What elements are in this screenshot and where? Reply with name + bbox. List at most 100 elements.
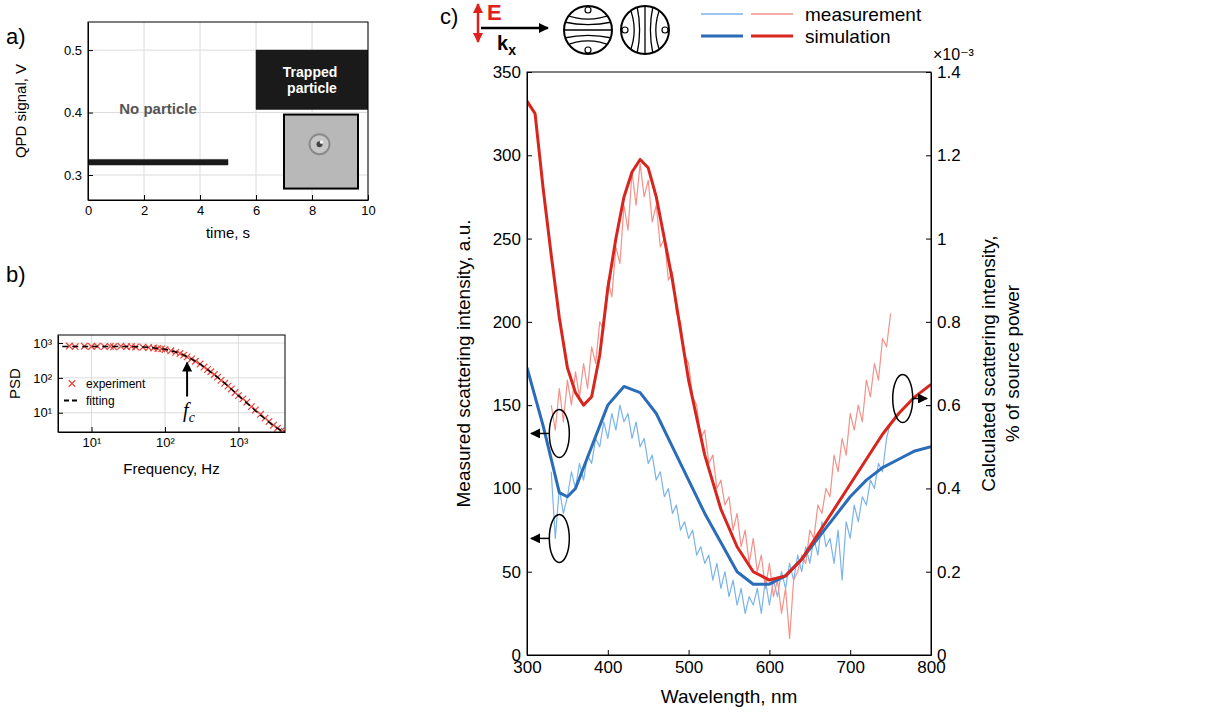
tick: 0 xyxy=(512,646,532,665)
tick: 1.2 xyxy=(926,146,961,165)
tick-mark xyxy=(608,650,609,655)
tick-label: 0 xyxy=(512,646,521,665)
grid-line xyxy=(58,343,285,344)
tick-mark xyxy=(926,655,931,656)
tick-mark xyxy=(88,113,93,114)
y-axis-title: QPD signal, V xyxy=(12,64,29,158)
tick-label: 500 xyxy=(675,658,703,677)
mode-icon xyxy=(564,6,612,54)
y-axis-title: PSD xyxy=(6,368,23,399)
legend-key xyxy=(69,380,76,387)
mode-line xyxy=(564,41,612,46)
tick: 0.4 xyxy=(926,479,961,498)
data-point xyxy=(281,428,285,432)
x-axis: 300400500600700800 xyxy=(513,650,945,677)
tick-mark xyxy=(256,195,257,200)
tick-label: 0.5 xyxy=(64,43,82,58)
tick: 300 xyxy=(493,146,532,165)
tick-label: 10³ xyxy=(230,435,249,450)
pointer-ellipse xyxy=(549,409,569,457)
mode-line xyxy=(629,6,634,54)
tick-label: 0.8 xyxy=(937,313,961,332)
plot-data xyxy=(62,343,285,432)
field-label: E xyxy=(487,0,502,25)
tick: 1 xyxy=(926,230,946,249)
tick-mark xyxy=(58,413,63,414)
legend-key xyxy=(64,400,80,402)
tick: 0.2 xyxy=(926,563,961,582)
tick: 10² xyxy=(33,371,63,386)
figure: a)02468100.30.40.5time, sQPD signal, VNo… xyxy=(0,0,1213,724)
wavevector-label: kx xyxy=(497,32,516,58)
tick: 100 xyxy=(493,479,532,498)
mode-line xyxy=(585,7,591,13)
tick-mark xyxy=(312,195,313,200)
polarization-icon: Ekx xyxy=(478,0,669,58)
x-axis: 0246810 xyxy=(85,195,376,218)
tick: 10 xyxy=(361,195,375,218)
tick-mark xyxy=(527,322,532,323)
tick: 0.8 xyxy=(926,313,961,332)
axis-multiplier: ×10⁻³ xyxy=(933,46,975,63)
tick-mark xyxy=(238,427,239,432)
tick-mark xyxy=(689,650,690,655)
tick: 50 xyxy=(502,563,532,582)
mode-line xyxy=(564,14,612,19)
tick-label: 300 xyxy=(493,146,521,165)
tick-label: 0.4 xyxy=(937,479,961,498)
panel: b)10¹10²10³10¹10²10³Frequency, HzPSDexpe… xyxy=(6,262,288,477)
tick-mark xyxy=(926,239,931,240)
legend-label: simulation xyxy=(805,26,891,47)
pointer-ellipse xyxy=(549,514,569,562)
mode-line xyxy=(637,6,640,54)
cutoff-label: fc xyxy=(183,399,196,425)
legend-key xyxy=(751,13,793,15)
plot-frame xyxy=(527,72,931,655)
tick-label: 4 xyxy=(197,203,204,218)
tick-label: 200 xyxy=(493,313,521,332)
tick: 6 xyxy=(253,195,260,218)
tick-label: 10² xyxy=(156,435,175,450)
tick-mark xyxy=(926,488,931,489)
annotation: Trapped particle xyxy=(283,64,341,96)
tick-mark xyxy=(926,72,931,73)
grid-line xyxy=(58,412,285,413)
wavevector-arrow xyxy=(481,27,548,30)
tick-label: 10¹ xyxy=(83,435,102,450)
y-axis: 0.30.40.5 xyxy=(64,23,93,201)
axis-line xyxy=(931,73,932,656)
tick: 0.3 xyxy=(64,168,93,183)
panel-letter: a) xyxy=(6,24,26,49)
tick-mark xyxy=(58,378,63,379)
tick-label: 100 xyxy=(493,479,521,498)
tick: 400 xyxy=(594,650,622,677)
tick-mark xyxy=(527,72,532,73)
cutoff-arrow xyxy=(186,363,188,397)
mode-line xyxy=(644,6,645,54)
signal-band xyxy=(88,159,228,165)
panel: c)30040050060070080005010015020025030035… xyxy=(440,0,1023,707)
legend-label: measurement xyxy=(805,4,922,25)
pointer-arrow xyxy=(531,538,549,540)
axis-line xyxy=(527,73,528,656)
tick: 10² xyxy=(156,427,175,450)
grid-line xyxy=(256,22,257,200)
tick-label: 600 xyxy=(756,658,784,677)
tick: 700 xyxy=(837,650,865,677)
inset-particle xyxy=(320,141,323,144)
mode-line xyxy=(650,6,653,54)
tick: 10³ xyxy=(33,336,63,351)
x-axis-title: Wavelength, nm xyxy=(661,686,798,707)
mode-line xyxy=(585,47,591,53)
tick-label: 0 xyxy=(85,203,92,218)
axis-pointers xyxy=(531,374,927,562)
panel-letter: c) xyxy=(440,4,458,29)
tick-mark xyxy=(88,50,93,51)
tick: 10³ xyxy=(230,427,249,450)
tick-label: 0.2 xyxy=(937,563,961,582)
grid xyxy=(88,22,368,200)
tick: 0.5 xyxy=(64,43,93,58)
tick-mark xyxy=(527,572,532,573)
axis-line xyxy=(88,23,89,201)
panel: a)02468100.30.40.5time, sQPD signal, VNo… xyxy=(6,22,376,241)
